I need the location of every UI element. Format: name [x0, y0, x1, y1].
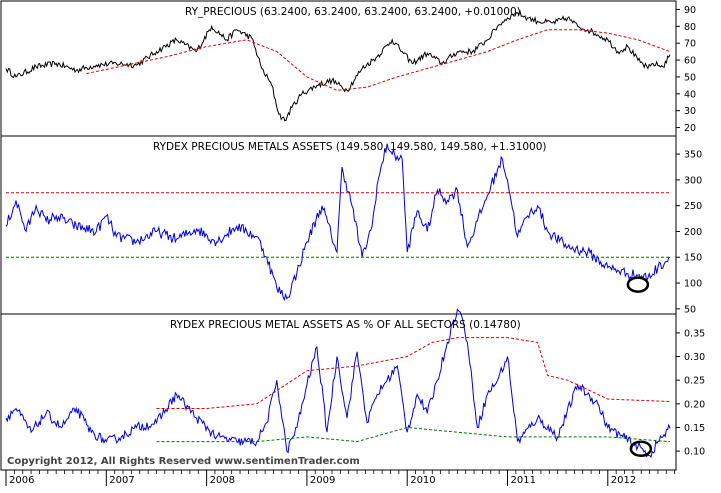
- panel-3-ytick-label-5: 0.15: [684, 423, 705, 434]
- panel-1-ytick-label-3: 70: [684, 39, 696, 50]
- annotation-ellipse-2: [629, 440, 653, 457]
- panel-1-series-1-line: [5, 9, 671, 122]
- panel-2-ytick-label-2: 300: [684, 175, 702, 186]
- panel-1-ytick-label-6: 40: [684, 89, 696, 100]
- panel-2-ytick-label-1: 350: [684, 150, 702, 161]
- panel-1-ytick-label-5: 50: [684, 72, 696, 83]
- panel-1-series-2-line: [86, 29, 671, 91]
- panel-3-ytick-label-1: 0.35: [684, 328, 705, 339]
- panel-3-title: RYDEX PRECIOUS METAL ASSETS AS % OF ALL …: [170, 319, 521, 331]
- panel-3-frame: [0, 313, 677, 471]
- panel-2-ytick-label-6: 100: [684, 279, 702, 290]
- panel-1-ytick-label-4: 60: [684, 56, 696, 67]
- x-tick-label-2007: 2007: [109, 475, 134, 486]
- x-tick-label-2008: 2008: [210, 475, 235, 486]
- x-tick-label-2010: 2010: [410, 475, 435, 486]
- panel-1-ytick-label-2: 80: [684, 22, 696, 33]
- annotation-ellipse-1: [626, 276, 650, 293]
- panel-3-ytick-label-2: 0.30: [684, 352, 705, 363]
- panel-3-ytick-label-4: 0.20: [684, 399, 705, 410]
- panel-2-series-1-line: [5, 143, 671, 302]
- panel-2-ytick-label-4: 200: [684, 227, 702, 238]
- panel-1-title: RY_PRECIOUS (63.2400, 63.2400, 63.2400, …: [185, 6, 521, 18]
- panel-3-ytick-label-6: 0.10: [684, 447, 705, 458]
- panel-2-ytick-label-3: 250: [684, 201, 702, 212]
- panel-3-series-2-line: [156, 337, 671, 409]
- panel-3-series-3-line: [156, 426, 671, 443]
- panel-3-ytick-label-3: 0.25: [684, 376, 705, 387]
- panel-2-title: RYDEX PRECIOUS METALS ASSETS (149.580, 1…: [153, 141, 547, 153]
- copyright-text: Copyright 2012, All Rights Reserved www.…: [7, 456, 360, 467]
- x-tick-label-2009: 2009: [310, 475, 335, 486]
- axis-layer: 90 80 70 60 50 40 30 20 350 300 250 200 150 100 50 0.35…: [1, 5, 705, 486]
- plot-layer: [5, 9, 671, 458]
- panel-1-ytick-label-7: 30: [684, 106, 696, 117]
- panel-3-series-1-line: [5, 308, 671, 458]
- panel-1-ytick-label-8: 20: [684, 123, 696, 134]
- x-tick-label-2012: 2012: [611, 475, 636, 486]
- panel-1-ytick-label-1: 90: [684, 5, 696, 16]
- x-tick-label-2006: 2006: [9, 475, 34, 486]
- x-tick-label-2011: 2011: [511, 475, 536, 486]
- panel-1-frame: [0, 0, 677, 137]
- panel-2-ytick-label-5: 150: [684, 253, 702, 264]
- panel-2-ytick-label-7: 50: [684, 304, 696, 315]
